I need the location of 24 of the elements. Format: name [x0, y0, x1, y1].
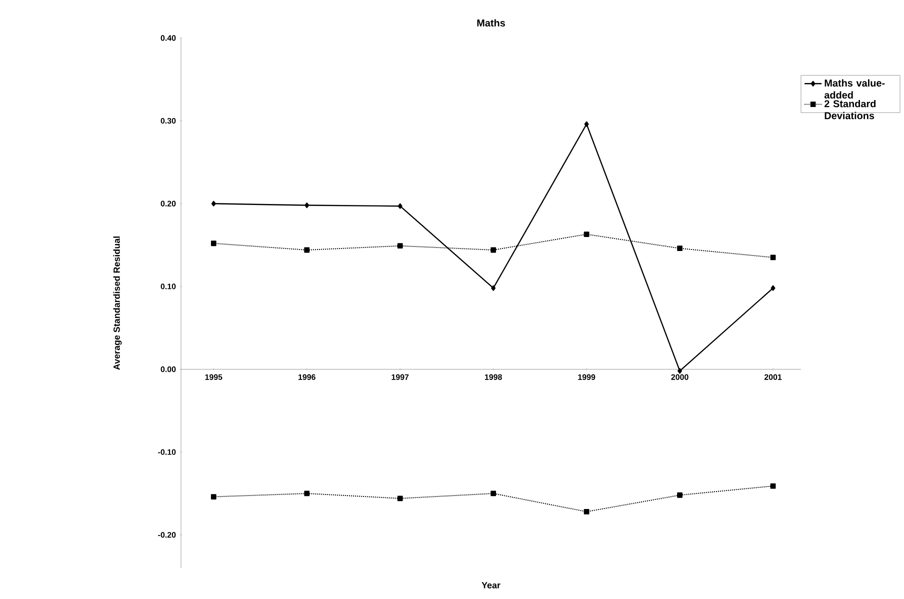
y-axis-title: Average Standardised Residual — [113, 236, 122, 370]
point — [584, 508, 590, 514]
point — [584, 121, 589, 127]
point — [770, 285, 776, 291]
point — [304, 247, 310, 253]
point — [397, 243, 403, 249]
point — [491, 285, 496, 291]
point — [211, 200, 216, 206]
point — [678, 368, 682, 374]
point — [490, 490, 496, 496]
legend-label: Maths value-added — [824, 79, 885, 99]
point — [677, 246, 682, 252]
point — [490, 247, 496, 253]
point — [677, 492, 682, 498]
point — [304, 490, 310, 496]
legend-label: 2 Standard Deviations — [824, 100, 876, 120]
point — [398, 203, 402, 209]
chart-title: Maths — [477, 19, 505, 27]
point — [397, 496, 403, 502]
point — [210, 494, 216, 500]
x-axis-title: Year — [482, 582, 500, 588]
point — [210, 240, 216, 246]
point — [304, 202, 310, 208]
point — [584, 232, 590, 237]
